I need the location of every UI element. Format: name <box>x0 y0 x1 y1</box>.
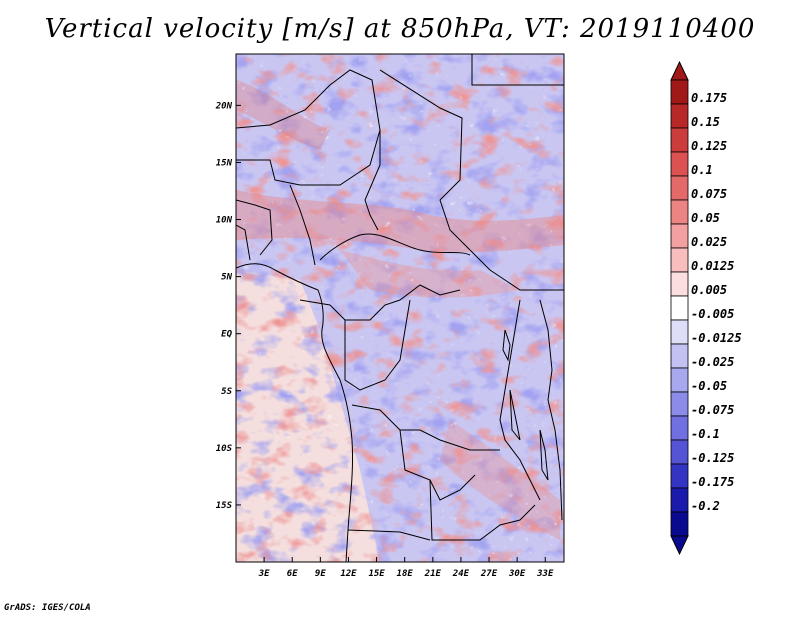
colorbar-label: -0.05 <box>691 379 727 393</box>
lon-tick-label: 33E <box>536 569 554 579</box>
lon-tick-label: 18E <box>397 569 414 579</box>
lat-tick-label: 20N <box>215 101 233 111</box>
colorbar-label: -0.2 <box>691 499 720 513</box>
colorbar-label: -0.125 <box>691 451 734 465</box>
colorbar-swatch <box>670 463 689 489</box>
colorbar-label: 0.05 <box>691 211 720 225</box>
map-title: Vertical velocity [m/s] at 850hPa, VT: 2… <box>44 14 756 44</box>
lon-tick-label: 9E <box>315 569 326 579</box>
lon-tick-label: 21E <box>424 569 442 579</box>
colorbar-label: 0.075 <box>691 187 727 201</box>
lat-tick-label: 10S <box>216 444 233 454</box>
longitude-ticks: 3E 6E 9E 12E 15E 18E 21E 24E 27E 30E 33E <box>258 557 554 579</box>
lat-tick-label: 10N <box>216 216 233 226</box>
colorbar-swatch <box>670 319 689 345</box>
colorbar-swatch <box>670 79 689 105</box>
colorbar-swatch <box>670 367 689 393</box>
colorbar-label: 0.1 <box>691 163 713 177</box>
lat-tick-label: 15N <box>216 158 233 168</box>
colorbar-label: 0.005 <box>691 283 727 297</box>
colorbar-swatch <box>670 343 689 369</box>
colorbar-swatch <box>670 487 689 513</box>
colorbar-label: 0.125 <box>691 139 727 153</box>
lon-tick-label: 15E <box>368 569 385 579</box>
colorbar-swatch <box>670 175 689 201</box>
lat-tick-label: 5N <box>221 273 232 283</box>
colorbar-swatch <box>670 151 689 177</box>
colorbar-top-arrow <box>670 60 689 81</box>
colorbar-swatch <box>670 391 689 417</box>
colorbar-labels: 0.175 0.15 0.125 0.1 0.075 0.05 0.025 0.0125 0.0… <box>691 91 742 513</box>
colorbar-label: -0.1 <box>691 427 720 441</box>
colorbar-swatch <box>670 415 689 441</box>
colorbar-swatch <box>670 271 689 297</box>
colorbar-label: 0.15 <box>691 115 720 129</box>
lat-tick-label: 15S <box>216 501 233 511</box>
colorbar-swatch <box>670 199 689 225</box>
map-frame <box>235 53 565 563</box>
coastlines <box>236 54 564 562</box>
colorbar-label: -0.025 <box>691 355 734 369</box>
lat-tick-label: EQ <box>221 330 232 340</box>
lon-tick-label: 6E <box>287 569 298 579</box>
lon-tick-label: 12E <box>340 569 357 579</box>
latitude-ticks: 20N 15N 10N 5N EQ 5S 10S 15S <box>215 101 241 511</box>
colorbar-label: 0.0125 <box>691 259 734 273</box>
colorbar-bottom-arrow <box>670 535 689 556</box>
colorbar-swatch <box>670 439 689 465</box>
colorbar-swatch <box>670 103 689 129</box>
lon-tick-label: 27E <box>480 569 498 579</box>
grads-credit: GrADS: IGES/COLA <box>4 603 91 613</box>
colorbar-label: 0.175 <box>691 91 727 105</box>
colorbar-swatch <box>670 127 689 153</box>
colorbar-label: -0.0125 <box>691 331 742 345</box>
colorbar-swatch <box>670 247 689 273</box>
colorbar-label: -0.005 <box>691 307 734 321</box>
colorbar-label: 0.025 <box>691 235 727 249</box>
colorbar-label: -0.175 <box>691 475 734 489</box>
colorbar-label: -0.075 <box>691 403 734 417</box>
map-field <box>236 54 564 562</box>
colorbar-boxes <box>670 60 689 556</box>
lon-tick-label: 24E <box>452 569 470 579</box>
lat-tick-label: 5S <box>221 387 232 397</box>
colorbar-swatch <box>670 223 689 249</box>
colorbar-swatch <box>670 295 689 321</box>
colorbar-swatch <box>670 511 689 537</box>
lon-tick-label: 3E <box>258 569 270 579</box>
lon-tick-label: 30E <box>508 569 526 579</box>
